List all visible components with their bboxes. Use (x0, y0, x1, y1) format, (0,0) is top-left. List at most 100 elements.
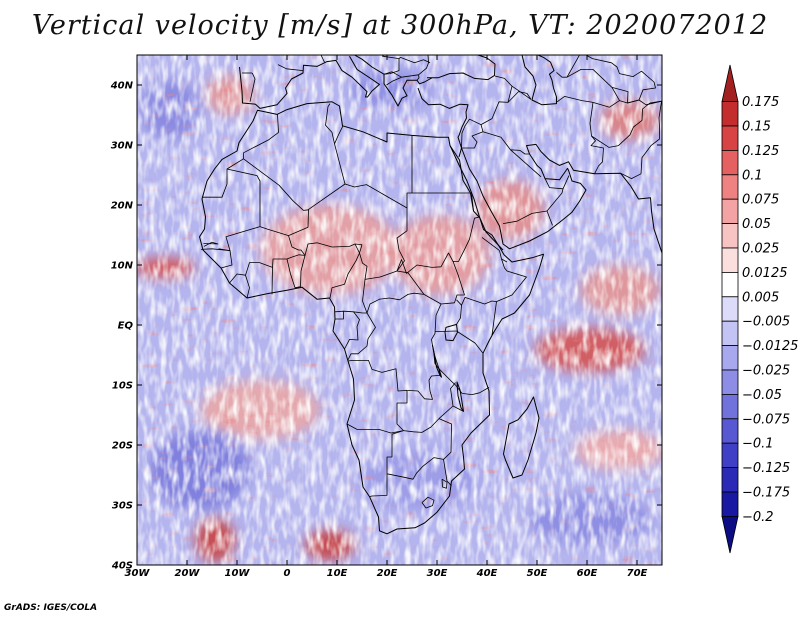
country-border (441, 478, 448, 489)
y-tick-label: 20N (111, 201, 134, 212)
country-border (407, 303, 442, 400)
colorbar-label: 0.025 (742, 242, 779, 257)
country-border (456, 296, 497, 336)
country-border (456, 330, 484, 354)
country-border (334, 125, 344, 144)
country-border (403, 405, 454, 433)
y-tick-label: 30N (111, 141, 134, 152)
europe-coastline (239, 55, 380, 109)
country-border (438, 418, 452, 487)
colorbar-label: −0.2 (742, 510, 774, 525)
colorbar-segment (721, 64, 739, 102)
country-border (585, 55, 656, 104)
country-border (245, 275, 250, 299)
colorbar-label: −0.075 (742, 412, 790, 427)
country-border (294, 255, 306, 289)
colorbar-label: 0.005 (742, 290, 779, 305)
country-border (243, 114, 279, 159)
country-border (456, 305, 462, 325)
country-border (481, 237, 500, 251)
country-border (320, 55, 325, 63)
country-outlines (199, 55, 662, 535)
colorbar-segment (721, 198, 739, 224)
y-tick-label: 10S (112, 381, 133, 392)
country-border (591, 100, 662, 148)
country-border (277, 64, 304, 71)
y-tick-label: EQ (118, 321, 134, 332)
country-border (362, 279, 425, 314)
country-border (546, 175, 570, 212)
country-border (398, 57, 431, 64)
country-border (344, 311, 360, 350)
country-border (589, 102, 604, 174)
colorbar-label: −0.175 (742, 486, 790, 501)
country-border (507, 85, 532, 103)
country-border (335, 311, 344, 320)
y-tick-label: 10N (111, 261, 134, 272)
country-border (502, 210, 553, 226)
country-border (369, 473, 388, 497)
colorbar-segment (721, 149, 739, 176)
x-tick-label: 10E (327, 568, 348, 579)
colorbar-segment (721, 223, 739, 249)
colorbar-segment (721, 345, 739, 371)
colorbar-segment (721, 296, 739, 322)
colorbar-segment (721, 467, 739, 493)
y-tick-label: 30S (112, 501, 133, 512)
country-border (386, 430, 444, 480)
colorbar-label: 0.05 (742, 217, 771, 232)
x-tick-label: 30W (125, 568, 151, 579)
lake-tanganyika (432, 344, 442, 378)
colorbar-segment (721, 320, 739, 347)
colorbar-label: 0.15 (742, 120, 771, 135)
black-sea-coastline (427, 55, 496, 81)
colorbar-segment (721, 174, 739, 200)
country-border (347, 312, 376, 360)
country-border (462, 124, 484, 149)
map-title: Vertical velocity [m/s] at 300hPa, VT: 2… (31, 10, 769, 41)
country-border (510, 149, 542, 178)
x-tick-label: 70E (627, 568, 648, 579)
x-tick-label: 10W (225, 568, 251, 579)
country-border (226, 158, 244, 170)
country-border (346, 359, 408, 434)
colorbar-label: 0.125 (742, 144, 779, 159)
colorbar-label: −0.025 (742, 364, 790, 379)
madagascar-coastline (503, 396, 540, 479)
colorbar-segment (721, 101, 739, 127)
country-border (450, 382, 464, 412)
levant-coastline (417, 87, 469, 158)
colorbar-segment (721, 369, 739, 395)
country-border (438, 368, 490, 396)
country-border (202, 158, 309, 237)
colorbar-label: −0.0125 (742, 339, 798, 354)
colorbar-label: −0.125 (742, 461, 790, 476)
country-border (386, 76, 402, 86)
country-border (482, 131, 530, 155)
country-border (471, 192, 474, 212)
country-border (286, 258, 296, 288)
country-border (396, 216, 480, 305)
country-border (396, 252, 454, 274)
country-border (496, 258, 527, 302)
colorbar-segment (721, 125, 739, 151)
colorbar-label: −0.05 (742, 388, 782, 403)
x-tick-label: 40E (476, 568, 498, 579)
country-border (566, 69, 620, 101)
x-tick-label: 30E (427, 568, 448, 579)
y-tick-label: 40S (111, 561, 133, 572)
y-tick-label: 20S (112, 441, 133, 452)
country-border (421, 496, 435, 509)
colorbar-segment (721, 271, 739, 298)
colorbar-segment (721, 442, 739, 469)
country-border (494, 75, 513, 87)
country-border (620, 101, 662, 180)
x-tick-label: 60E (577, 568, 598, 579)
country-border (229, 242, 363, 284)
x-tick-label: 20E (377, 568, 398, 579)
country-border (307, 183, 408, 211)
x-tick-label: 50E (527, 568, 548, 579)
country-border (325, 103, 335, 144)
colorbar-label: 0.175 (742, 95, 779, 110)
